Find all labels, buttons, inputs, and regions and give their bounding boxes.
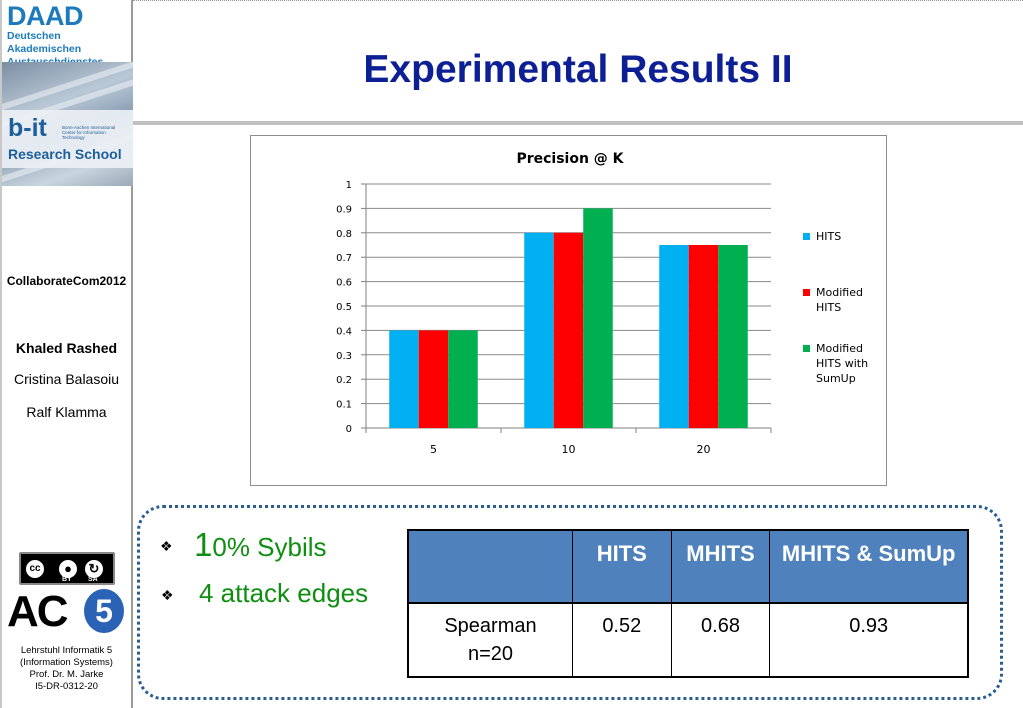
- y-tick-label: 0.3: [336, 351, 352, 362]
- legend-label-line: SumUp: [816, 372, 856, 385]
- bit-logo-card: [0, 110, 133, 168]
- share-alike-icon: ↻: [83, 558, 105, 580]
- legend-swatch: [803, 345, 810, 352]
- bullet-marker-1: ❖: [160, 538, 173, 554]
- cc-sa-label: SA: [88, 576, 98, 583]
- legend-label: Modified HITS with SumUp: [816, 342, 868, 385]
- table-header-hits: HITS: [571, 529, 672, 604]
- bar: [448, 330, 478, 428]
- legend-label: HITS: [816, 230, 841, 243]
- bullet-text-1-lead: 1: [194, 526, 213, 563]
- table-cell-mhits: 0.68: [670, 602, 771, 678]
- legend-label-line: HITS: [816, 301, 841, 314]
- i5-logo: 5: [84, 589, 124, 633]
- legend-swatch: [803, 233, 810, 240]
- bullet-marker-2: ❖: [161, 587, 174, 603]
- bit-logo-subtitle: Bonn-Aachen International Center for Inf…: [62, 125, 116, 140]
- table-cell-hits: 0.52: [571, 602, 672, 678]
- chart-svg: Precision @ K 0 0.1 0.2 0.3 0.4 0.5 0.6 0.7 0.8 0.…: [336, 151, 868, 456]
- conference-name: CollaborateCom2012: [6, 274, 127, 288]
- table-cell-mhits-sumup: 0.93: [769, 602, 969, 678]
- y-tick-label: 0.1: [336, 400, 352, 411]
- author-1: Khaled Rashed: [15, 340, 118, 356]
- legend-swatch: [803, 289, 810, 296]
- cc-by-label: BY: [62, 576, 72, 583]
- slide-title: Experimental Results II: [363, 48, 793, 91]
- table-header-row: HITS MHITS MHITS & SumUp: [407, 529, 969, 604]
- precision-chart: Precision @ K 0 0.1 0.2 0.3 0.4 0.5 0.6 0.7 0.8 0.…: [250, 135, 887, 486]
- bar: [688, 245, 719, 428]
- x-tick-label: 5: [430, 443, 437, 456]
- bar: [418, 330, 449, 428]
- y-tick-label: 0.8: [336, 229, 352, 240]
- ac-logo: AC: [7, 587, 69, 636]
- y-tick-label: 0.2: [336, 375, 352, 386]
- x-tick-label: 20: [697, 443, 711, 456]
- sidebar: DAAD Deutschen Akademischen Austauschdie…: [0, 0, 133, 708]
- legend-label-line: HITS with: [816, 357, 868, 370]
- chair-info: Lehrstuhl Informatik 5 (Information Syst…: [0, 645, 133, 693]
- y-tick-label: 0.4: [336, 326, 352, 337]
- results-table: HITS MHITS MHITS & SumUp Spearman n=20 0…: [407, 529, 969, 678]
- legend-label: Modified HITS: [816, 286, 863, 314]
- y-tick-label: 0.6: [336, 278, 352, 289]
- y-tick-label: 0: [346, 424, 352, 435]
- header-divider: [133, 121, 1023, 125]
- bullet-text-1: 10% Sybils: [194, 527, 327, 565]
- daad-logo-text: DAAD: [7, 1, 84, 31]
- y-tick-label: 0.7: [336, 253, 352, 264]
- chair-line-1: Lehrstuhl Informatik 5: [20, 645, 113, 656]
- table-header-empty: [407, 529, 573, 604]
- results-panel: [137, 505, 1003, 700]
- row-label-line2: n=20: [467, 643, 514, 665]
- daad-logo: DAAD Deutschen Akademischen Austauschdie…: [7, 2, 131, 69]
- bar: [583, 208, 613, 428]
- daad-line1: Deutschen Akademischen: [7, 30, 82, 55]
- bar: [553, 232, 584, 428]
- x-tick-label: 10: [562, 443, 576, 456]
- author-2: Cristina Balasoiu: [13, 371, 120, 387]
- bar: [389, 330, 419, 428]
- table-header-mhits-sumup: MHITS & SumUp: [769, 529, 969, 604]
- table-header-mhits: MHITS: [670, 529, 771, 604]
- bullet-text-2: 4 attack edges: [199, 578, 369, 608]
- table-row: Spearman n=20 0.52 0.68 0.93: [407, 602, 969, 678]
- chair-line-3: Prof. Dr. M. Jarke: [29, 669, 104, 680]
- y-tick-label: 0.9: [336, 204, 352, 215]
- bar: [718, 245, 748, 428]
- chair-line-2: (Information Systems): [20, 657, 113, 668]
- bullet-text-1-rest: 0% Sybils: [212, 532, 327, 562]
- legend-label-line: HITS: [816, 230, 841, 243]
- chair-line-4: I5-DR-0312-20: [35, 681, 98, 692]
- chart-title: Precision @ K: [516, 151, 624, 167]
- cc-icon: cc: [24, 558, 46, 580]
- legend-label-line: Modified: [816, 286, 863, 299]
- y-tick-label: 1: [346, 180, 352, 191]
- legend-label-line: Modified: [816, 342, 863, 355]
- by-icon: ●: [57, 558, 79, 580]
- bar: [659, 245, 689, 428]
- top-border: [133, 0, 1023, 2]
- author-3: Ralf Klamma: [26, 404, 107, 420]
- row-label-line1: Spearman: [444, 615, 537, 637]
- y-tick-label: 0.5: [336, 302, 352, 313]
- creative-commons-badge: cc ● ↻ BY SA: [19, 552, 115, 585]
- bar: [524, 232, 554, 428]
- table-row-label: Spearman n=20: [407, 602, 573, 678]
- bit-logo: b-it: [8, 114, 47, 142]
- bit-research-school: Research School: [8, 146, 122, 162]
